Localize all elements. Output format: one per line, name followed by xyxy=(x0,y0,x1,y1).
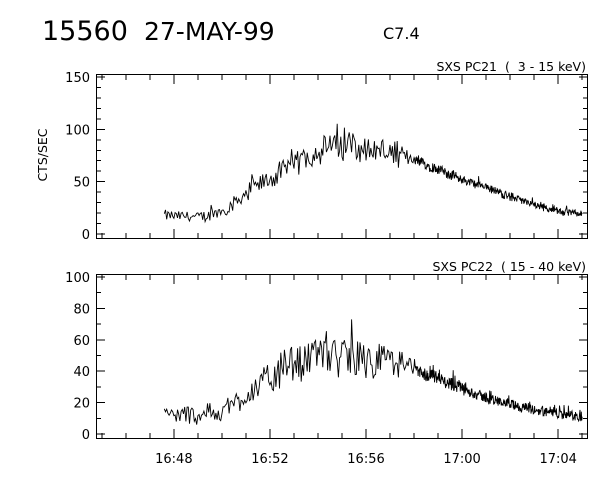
y-tick-label: 80 xyxy=(73,302,90,317)
y-tick-label: 100 xyxy=(65,123,90,138)
series-line xyxy=(163,123,583,224)
panel2-ticks: 0 20 40 60 80 100 16:48 16:52 16:56 17:00 17:04 xyxy=(65,271,587,467)
x-tick-label: 17:04 xyxy=(539,452,576,467)
y-tick-label: 150 xyxy=(65,71,90,86)
panel2-frame xyxy=(96,274,588,439)
event-date: 27-MAY-99 xyxy=(144,17,275,46)
series-line xyxy=(163,319,583,425)
goes-class: C7.4 xyxy=(383,24,420,43)
y-tick-label: 20 xyxy=(73,397,90,412)
y-axis-label: CTS/SEC xyxy=(35,128,50,181)
y-tick-label: 50 xyxy=(73,176,90,191)
panel1-ticks: 0 50 100 150 xyxy=(65,71,587,243)
panel1-title: SXS PC21 ( 3 - 15 keV) xyxy=(436,59,586,74)
x-tick-label: 17:00 xyxy=(443,452,480,467)
y-tick-label: 60 xyxy=(73,334,90,349)
x-tick-label: 16:56 xyxy=(347,452,384,467)
x-tick-label: 16:48 xyxy=(155,452,192,467)
y-tick-label: 0 xyxy=(82,228,90,243)
y-tick-label: 40 xyxy=(73,365,90,380)
panel2-title: SXS PC22 ( 15 - 40 keV) xyxy=(432,259,586,274)
x-tick-label: 16:52 xyxy=(251,452,288,467)
y-tick-label: 0 xyxy=(82,428,90,443)
panel1-frame xyxy=(96,74,588,239)
y-tick-label: 100 xyxy=(65,271,90,286)
event-id: 15560 xyxy=(42,16,128,47)
traces xyxy=(163,123,583,425)
